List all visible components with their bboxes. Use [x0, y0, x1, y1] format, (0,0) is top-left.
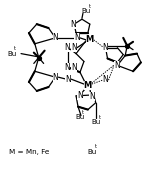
Text: Bu: Bu	[92, 119, 101, 125]
Text: N: N	[70, 20, 76, 29]
Text: N: N	[64, 63, 70, 72]
Text: N: N	[71, 63, 77, 72]
Text: t: t	[14, 46, 16, 51]
Text: N: N	[114, 61, 120, 70]
Text: N: N	[52, 73, 58, 82]
Text: Bu: Bu	[88, 149, 97, 155]
Text: N: N	[77, 91, 83, 100]
Text: t: t	[99, 115, 101, 120]
Text: N: N	[52, 33, 58, 42]
Text: t: t	[82, 110, 84, 115]
Text: Bu: Bu	[7, 51, 16, 57]
Text: Bu: Bu	[75, 114, 84, 120]
Text: N: N	[65, 75, 71, 84]
Text: t: t	[89, 4, 91, 9]
Text: Bu: Bu	[81, 8, 90, 14]
Text: t: t	[95, 144, 97, 149]
Text: M = Mn, Fe: M = Mn, Fe	[9, 149, 50, 155]
Text: N: N	[103, 75, 108, 84]
Text: N: N	[64, 43, 70, 52]
Text: N: N	[74, 33, 80, 42]
Text: N: N	[71, 43, 77, 52]
Text: M: M	[84, 80, 92, 90]
Text: M: M	[86, 35, 94, 44]
Text: N: N	[89, 92, 95, 101]
Text: N: N	[103, 43, 108, 52]
